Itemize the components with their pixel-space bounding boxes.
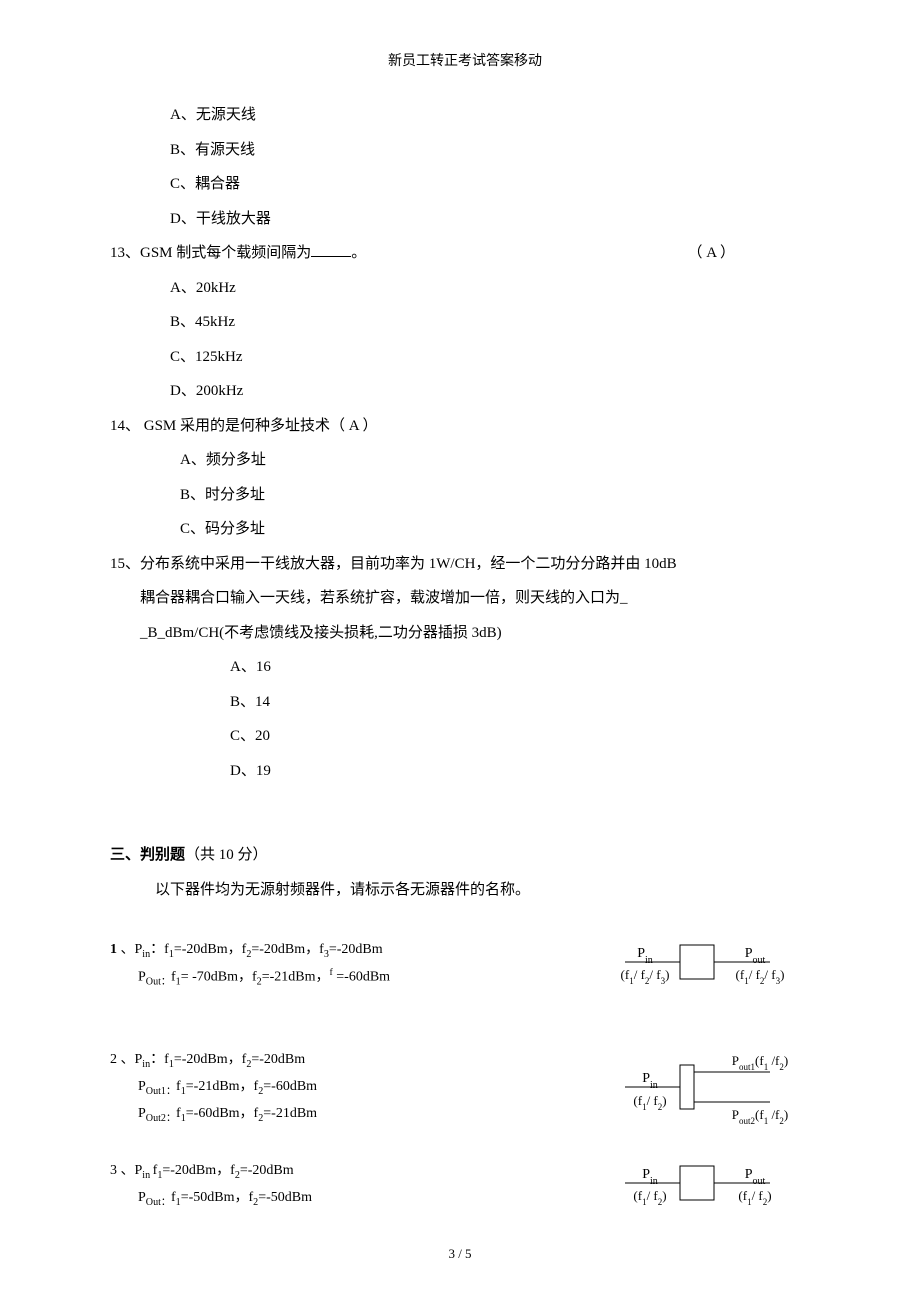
svg-text:Pout: Pout (745, 1167, 766, 1187)
problem-1-text: 1 、Pin：f1=-20dBm，f2=-20dBm，f3=-20dBm POu… (110, 937, 520, 992)
page-header: 新员工转正考试答案移动 (110, 50, 820, 70)
q13-option-a: A、20kHz (170, 271, 820, 306)
q13-option-b: B、45kHz (170, 305, 820, 340)
q13-text-a: 13、GSM 制式每个载频间隔为 (110, 245, 311, 261)
q15-option-c: C、20 (230, 719, 820, 754)
section3-title: 三、判别题（共 10 分） (110, 838, 820, 873)
problem-3: 3 、Pin f1=-20dBm，f2=-20dBm POut：f1=-50dB… (110, 1158, 820, 1228)
q14-option-b: B、时分多址 (180, 478, 820, 513)
svg-text:(f1/ f2): (f1/ f2) (633, 1093, 666, 1112)
p1-num: 1 (110, 942, 117, 957)
attenuator-icon: Pin (f1/ f2) Pout (f1/ f2) (610, 1158, 820, 1208)
section3-instruction: 以下器件均为无源射频器件，请标示各无源器件的名称。 (155, 873, 820, 908)
svg-text:(f1/ f2/ f3): (f1/ f2/ f3) (736, 967, 785, 986)
q12-option-d: D、干线放大器 (170, 202, 820, 237)
p2-num: 2 (110, 1052, 117, 1067)
svg-text:Pin: Pin (637, 946, 653, 966)
problem-1: 1 、Pin：f1=-20dBm，f2=-20dBm，f3=-20dBm POu… (110, 937, 820, 1007)
problem-3-diagram: Pin (f1/ f2) Pout (f1/ f2) (520, 1158, 820, 1208)
q15-option-a: A、16 (230, 650, 820, 685)
duplexer-icon: Pin (f1/ f2) Pout1(f1 /f2) Pout2(f1 /f2) (610, 1047, 820, 1127)
q15-line2: 耦合器耦合口输入一天线，若系统扩容，载波增加一倍，则天线的入口为_ (140, 581, 820, 616)
q12-option-a: A、无源天线 (170, 98, 820, 133)
svg-text:(f1/ f2): (f1/ f2) (633, 1188, 666, 1207)
q14-option-a: A、频分多址 (180, 443, 820, 478)
svg-text:Pin: Pin (642, 1071, 658, 1091)
svg-text:Pin: Pin (642, 1167, 658, 1187)
section3-title-bold: 三、判别题 (110, 847, 185, 863)
q12-option-b: B、有源天线 (170, 133, 820, 168)
q14-stem: 14、 GSM 采用的是何种多址技术（ A ） (110, 409, 820, 444)
problem-2-diagram: Pin (f1/ f2) Pout1(f1 /f2) Pout2(f1 /f2) (520, 1047, 820, 1127)
q15-line3: _B_dBm/CH(不考虑馈线及接头损耗,二功分器插损 3dB) (140, 616, 820, 651)
q12-options: A、无源天线 B、有源天线 C、耦合器 D、干线放大器 (170, 98, 820, 236)
q13-answer: （ A ） (687, 236, 735, 271)
q14-option-c: C、码分多址 (180, 512, 820, 547)
svg-text:(f1/ f2): (f1/ f2) (738, 1188, 771, 1207)
svg-text:(f1/ f2/ f3): (f1/ f2/ f3) (621, 967, 670, 986)
q13-text-b: 。 (351, 245, 366, 261)
problem-3-text: 3 、Pin f1=-20dBm，f2=-20dBm POut：f1=-50dB… (110, 1158, 520, 1212)
q15-option-b: B、14 (230, 685, 820, 720)
section3-title-rest: （共 10 分） (185, 847, 268, 863)
filter-icon: Pin (f1/ f2/ f3) Pout (f1/ f2/ f3) (610, 937, 820, 987)
svg-text:Pout: Pout (745, 946, 766, 966)
q13-option-d: D、200kHz (170, 374, 820, 409)
q12-option-c: C、耦合器 (170, 167, 820, 202)
svg-text:Pout2(f1 /f2): Pout2(f1 /f2) (732, 1107, 788, 1126)
q15-options: A、16 B、14 C、20 D、19 (230, 650, 820, 788)
q14-options: A、频分多址 B、时分多址 C、码分多址 (180, 443, 820, 547)
q15-option-d: D、19 (230, 754, 820, 789)
q15-line1: 15、分布系统中采用一干线放大器，目前功率为 1W/CH，经一个二功分分路并由 … (110, 547, 820, 582)
problem-1-diagram: Pin (f1/ f2/ f3) Pout (f1/ f2/ f3) (520, 937, 820, 987)
p3-num: 3 (110, 1163, 117, 1178)
q13-option-c: C、125kHz (170, 340, 820, 375)
q13-options: A、20kHz B、45kHz C、125kHz D、200kHz (170, 271, 820, 409)
problem-2-text: 2 、Pin：f1=-20dBm，f2=-20dBm POut1：f1=-21d… (110, 1047, 520, 1128)
problem-2: 2 、Pin：f1=-20dBm，f2=-20dBm POut1：f1=-21d… (110, 1047, 820, 1128)
svg-text:Pout1(f1 /f2): Pout1(f1 /f2) (732, 1053, 788, 1072)
page-footer: 3 / 5 (0, 1246, 920, 1262)
q13-stem: 13、GSM 制式每个载频间隔为 。 （ A ） (110, 236, 820, 271)
